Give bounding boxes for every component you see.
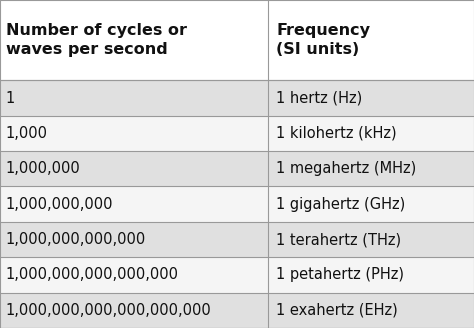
Text: 1: 1 [6,91,15,106]
Text: 1 terahertz (THz): 1 terahertz (THz) [276,232,401,247]
Text: 1 petahertz (PHz): 1 petahertz (PHz) [276,267,404,282]
Text: Number of cycles or
waves per second: Number of cycles or waves per second [6,23,187,57]
Text: Frequency
(SI units): Frequency (SI units) [276,23,370,57]
Text: 1,000,000,000,000: 1,000,000,000,000 [6,232,146,247]
Text: 1 hertz (Hz): 1 hertz (Hz) [276,91,363,106]
Text: 1,000,000,000: 1,000,000,000 [6,197,113,212]
Bar [0,187,474,222]
Bar [0,116,474,151]
Bar [0,151,474,187]
Bar [0,80,474,116]
Text: 1,000: 1,000 [6,126,48,141]
Text: 1 kilohertz (kHz): 1 kilohertz (kHz) [276,126,397,141]
Text: 1,000,000,000,000,000: 1,000,000,000,000,000 [6,267,179,282]
Text: 1,000,000,000,000,000,000: 1,000,000,000,000,000,000 [6,303,211,318]
Bar [0,293,474,328]
Bar [0,257,474,293]
Bar [0,222,474,257]
Text: 1 gigahertz (GHz): 1 gigahertz (GHz) [276,197,406,212]
Text: 1 megahertz (MHz): 1 megahertz (MHz) [276,161,417,176]
Text: 1 exahertz (EHz): 1 exahertz (EHz) [276,303,398,318]
Text: 1,000,000: 1,000,000 [6,161,81,176]
Bar [0,0,474,80]
